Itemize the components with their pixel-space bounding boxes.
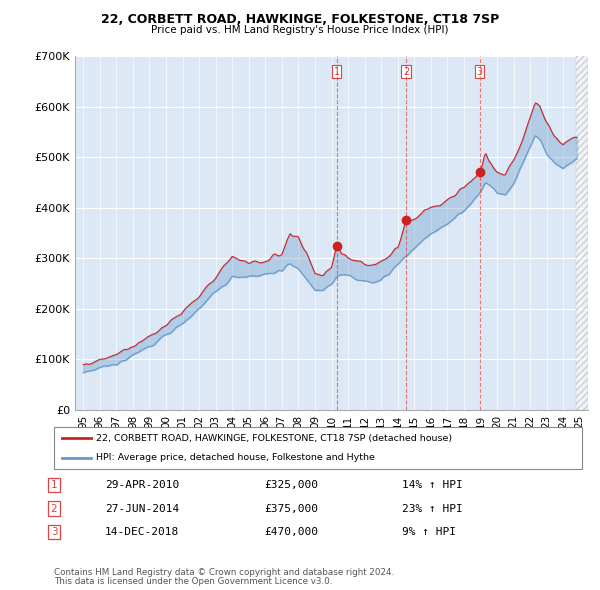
Text: Contains HM Land Registry data © Crown copyright and database right 2024.: Contains HM Land Registry data © Crown c… <box>54 568 394 577</box>
Text: 29-APR-2010: 29-APR-2010 <box>105 480 179 490</box>
Bar <box>575 56 588 410</box>
Text: 14-DEC-2018: 14-DEC-2018 <box>105 527 179 537</box>
Text: 1: 1 <box>50 480 58 490</box>
Text: 22, CORBETT ROAD, HAWKINGE, FOLKESTONE, CT18 7SP (detached house): 22, CORBETT ROAD, HAWKINGE, FOLKESTONE, … <box>96 434 452 442</box>
Text: This data is licensed under the Open Government Licence v3.0.: This data is licensed under the Open Gov… <box>54 578 332 586</box>
Text: 23% ↑ HPI: 23% ↑ HPI <box>402 504 463 513</box>
Text: Price paid vs. HM Land Registry's House Price Index (HPI): Price paid vs. HM Land Registry's House … <box>151 25 449 35</box>
Text: 3: 3 <box>50 527 58 537</box>
Text: HPI: Average price, detached house, Folkestone and Hythe: HPI: Average price, detached house, Folk… <box>96 453 375 462</box>
Text: £375,000: £375,000 <box>264 504 318 513</box>
Text: 27-JUN-2014: 27-JUN-2014 <box>105 504 179 513</box>
FancyBboxPatch shape <box>54 427 582 469</box>
Text: £470,000: £470,000 <box>264 527 318 537</box>
Text: 14% ↑ HPI: 14% ↑ HPI <box>402 480 463 490</box>
Text: 3: 3 <box>477 67 483 77</box>
Text: 9% ↑ HPI: 9% ↑ HPI <box>402 527 456 537</box>
Text: 22, CORBETT ROAD, HAWKINGE, FOLKESTONE, CT18 7SP: 22, CORBETT ROAD, HAWKINGE, FOLKESTONE, … <box>101 13 499 26</box>
Text: £325,000: £325,000 <box>264 480 318 490</box>
Text: 2: 2 <box>403 67 409 77</box>
Text: 1: 1 <box>334 67 340 77</box>
Text: 2: 2 <box>50 504 58 513</box>
